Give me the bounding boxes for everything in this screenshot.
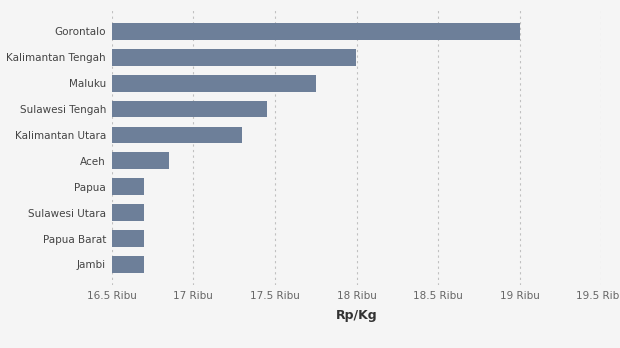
Bar xyxy=(112,152,169,169)
Bar xyxy=(112,101,267,118)
Bar xyxy=(112,178,144,195)
Bar xyxy=(112,75,316,92)
Bar xyxy=(112,127,242,143)
Bar xyxy=(112,204,144,221)
Bar xyxy=(112,230,144,247)
X-axis label: Rp/Kg: Rp/Kg xyxy=(335,309,378,322)
Bar xyxy=(112,23,520,40)
Bar xyxy=(112,256,144,273)
Bar xyxy=(112,49,356,66)
